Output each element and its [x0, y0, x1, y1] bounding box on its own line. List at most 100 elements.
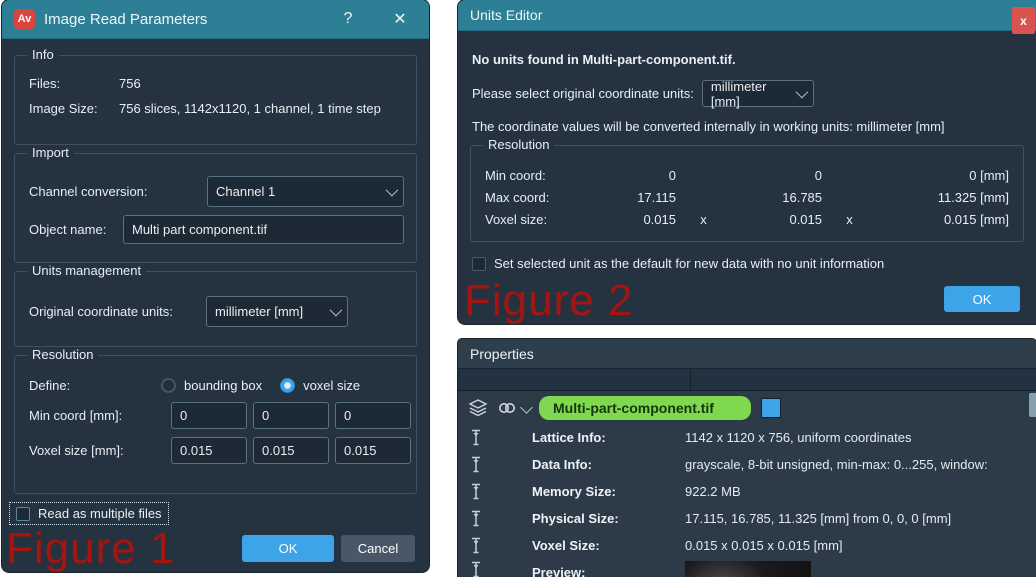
chevron-down-icon [329, 303, 343, 317]
read-multiple-label[interactable]: Read as multiple files [38, 506, 162, 521]
select-units-dropdown[interactable]: millimeter [mm] [701, 78, 814, 109]
image-read-titlebar[interactable]: Av Image Read Parameters ? ✕ [2, 0, 429, 39]
close-icon[interactable]: ✕ [393, 11, 407, 28]
units-editor-titlebar[interactable]: Units Editor [458, 0, 1036, 31]
row-label: Voxel Size: [532, 538, 600, 553]
min-coord-y-input[interactable] [253, 402, 329, 429]
toolbar-divider [690, 369, 691, 390]
pin-icon[interactable] [470, 456, 532, 473]
object-name-pill[interactable]: Multi-part-component.tif [539, 395, 751, 420]
pin-icon[interactable] [470, 561, 532, 577]
row-label: Lattice Info: [532, 430, 606, 445]
min-coord-z-input[interactable] [335, 402, 411, 429]
select-units-value: millimeter [mm] [710, 78, 767, 109]
row-value: 1142 x 1120 x 756, uniform coordinates [685, 430, 912, 445]
units-resolution-group: Resolution Min coord: 0 0 0 [mm] Max coo… [470, 137, 1024, 242]
units-resolution-legend: Resolution [483, 137, 555, 152]
row-value: 0.015 x 0.015 x 0.015 [mm] [685, 538, 843, 553]
original-units-row: Original coordinate units: millimeter [m… [29, 296, 404, 327]
table-row: Voxel Size: 0.015 x 0.015 x 0.015 [mm] [458, 532, 1036, 559]
min-coord-label: Min coord [mm]: [29, 408, 123, 423]
bounding-box-radio-label[interactable]: bounding box [184, 378, 263, 393]
units-editor-title: Units Editor [470, 7, 543, 23]
convert-message: The coordinate values will be converted … [472, 119, 945, 134]
voxel-size-x-input[interactable] [171, 437, 247, 464]
ok-button[interactable]: OK [944, 286, 1020, 312]
pin-icon[interactable] [470, 429, 532, 446]
min-coord-z: 0 [mm] [969, 168, 1009, 183]
voxel-size-y-input[interactable] [253, 437, 329, 464]
cancel-button[interactable]: Cancel [341, 535, 415, 562]
units-resolution-table: Min coord: 0 0 0 [mm] Max coord: 17.115 … [485, 168, 1009, 227]
object-row: Multi-part-component.tif [458, 391, 1036, 424]
voxel-size-y: 0.015 [789, 212, 823, 227]
default-unit-checkbox-row[interactable]: Set selected unit as the default for new… [472, 256, 884, 271]
bounding-box-radio[interactable] [161, 378, 176, 393]
channel-conversion-row: Channel conversion: Channel 1 [29, 176, 404, 207]
files-value: 756 [119, 76, 141, 91]
original-units-select[interactable]: millimeter [mm] [206, 296, 348, 327]
voxel-size-radio[interactable] [280, 378, 296, 393]
scrollbar-edge-chip[interactable] [1029, 393, 1036, 417]
object-name-text: Multi-part-component.tif [553, 399, 714, 416]
image-size-row: Image Size: 756 slices, 1142x1120, 1 cha… [29, 101, 416, 116]
min-coord-x-input[interactable] [171, 402, 247, 429]
properties-title: Properties [470, 345, 534, 362]
link-icon[interactable] [498, 400, 516, 416]
preview-thumbnail [685, 561, 811, 577]
figure-2-annotation: Figure 2 [464, 276, 634, 324]
figure-1-annotation: Figure 1 [6, 524, 176, 572]
resolution-group: Resolution Define: bounding box voxel si… [14, 347, 417, 494]
original-units-value: millimeter [mm] [215, 304, 304, 319]
min-coord-label: Min coord: [485, 168, 546, 183]
define-row: Define: bounding box voxel size [29, 378, 404, 393]
properties-toolbar [458, 369, 1036, 391]
import-group: Import Channel conversion: Channel 1 Obj… [14, 145, 417, 263]
channel-conversion-value: Channel 1 [216, 184, 276, 199]
min-coord-row: Min coord [mm]: [29, 402, 411, 429]
select-units-label: Please select original coordinate units: [472, 86, 694, 101]
channel-conversion-select[interactable]: Channel 1 [207, 176, 404, 207]
object-name-input[interactable] [123, 215, 404, 244]
info-group: Info Files: 756 Image Size: 756 slices, … [14, 47, 417, 145]
min-coord-y: 0 [814, 168, 823, 183]
units-management-group: Units management Original coordinate uni… [14, 263, 417, 347]
max-coord-label: Max coord: [485, 190, 550, 205]
color-swatch[interactable] [761, 397, 781, 418]
properties-header[interactable]: Properties [458, 339, 1036, 369]
row-value: grayscale, 8-bit unsigned, min-max: 0...… [685, 457, 988, 472]
files-row: Files: 756 [29, 76, 416, 91]
table-row: Physical Size: 17.115, 16.785, 11.325 [m… [458, 505, 1036, 532]
units-editor-dialog: Units Editor x No units found in Multi-p… [458, 0, 1036, 324]
row-label: Preview: [532, 565, 586, 577]
row-value: 922.2 MB [685, 484, 741, 499]
voxel-size-x: 0.015 [643, 212, 676, 227]
dialog-title: Image Read Parameters [44, 10, 208, 28]
close-icon[interactable]: x [1012, 7, 1035, 34]
pin-icon[interactable] [470, 537, 532, 554]
max-coord-y: 16.785 [782, 190, 823, 205]
default-unit-checkbox[interactable] [472, 256, 486, 271]
voxel-size-z-input[interactable] [335, 437, 411, 464]
help-icon[interactable]: ? [343, 10, 353, 27]
layers-icon[interactable] [468, 398, 488, 417]
voxel-size-radio-label[interactable]: voxel size [303, 378, 361, 393]
units-management-legend: Units management [27, 263, 147, 278]
multiply-separator: x [846, 212, 853, 227]
default-unit-label[interactable]: Set selected unit as the default for new… [494, 256, 885, 271]
properties-panel: Properties Multi-part-component.tif Latt… [458, 339, 1036, 577]
chevron-down-icon[interactable] [520, 401, 533, 414]
pin-icon[interactable] [470, 483, 532, 500]
ok-button[interactable]: OK [242, 535, 334, 562]
read-multiple-checkbox-row[interactable]: Read as multiple files [9, 502, 169, 525]
resolution-legend: Resolution [27, 347, 99, 362]
image-size-value: 756 slices, 1142x1120, 1 channel, 1 time… [119, 101, 381, 116]
table-row: Memory Size: 922.2 MB [458, 478, 1036, 505]
table-row: Data Info: grayscale, 8-bit unsigned, mi… [458, 451, 1036, 478]
avizo-app-icon: Av [14, 9, 35, 29]
read-multiple-checkbox[interactable] [16, 506, 30, 521]
pin-icon[interactable] [470, 510, 532, 527]
voxel-size-z: 0.015 [mm] [943, 212, 1009, 227]
row-label: Physical Size: [532, 511, 619, 526]
max-coord-x: 17.115 [637, 190, 676, 205]
